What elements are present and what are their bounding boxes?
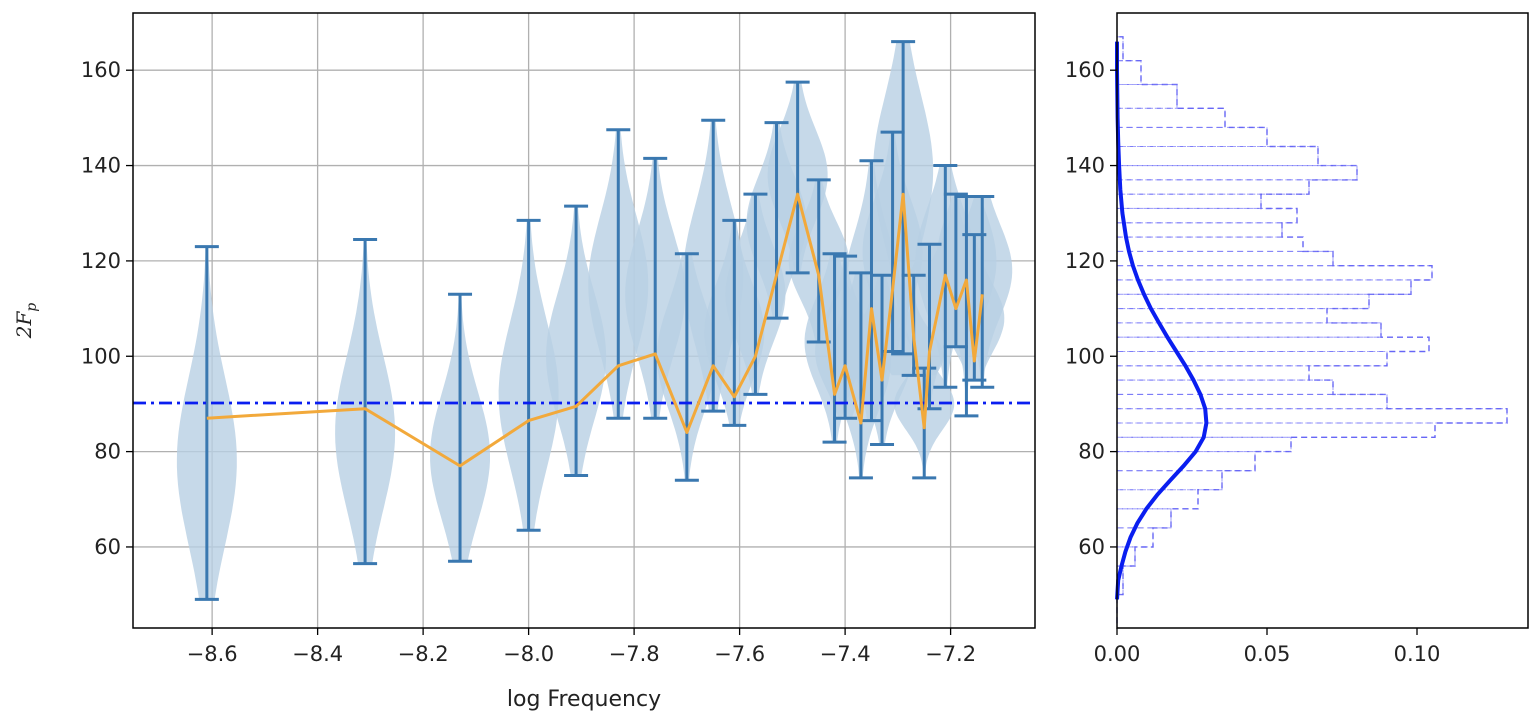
x-tick-label: −7.4 (820, 642, 871, 666)
x-tick-label: −8.0 (503, 642, 554, 666)
y-tick-label: 60 (94, 535, 121, 559)
histogram-panel: 0.00 0.05 0.10 60 80 100 120 140 160 (1065, 12, 1529, 666)
y-tick-label: 140 (1065, 154, 1105, 178)
x-tick-label: 0.10 (1394, 642, 1441, 666)
y-tick-label: 160 (1065, 58, 1105, 82)
x-tick-label: −8.2 (398, 642, 449, 666)
y-tick-label: 60 (1078, 535, 1105, 559)
histogram-bin (1116, 36, 1124, 62)
x-tick-label: −8.4 (292, 642, 343, 666)
left-axes-frame (132, 12, 1036, 629)
histogram-bin (1116, 436, 1292, 453)
y-tick-label: 100 (1065, 344, 1105, 368)
mean-line (206, 192, 984, 468)
histogram-bin (1116, 508, 1172, 529)
mean-polyline (206, 192, 984, 468)
histogram-bin (1116, 422, 1436, 438)
left-y-ticks: 60 80 100 120 140 160 (81, 58, 133, 559)
x-tick-label: −7.6 (714, 642, 765, 666)
x-axis-label: log Frequency (507, 687, 661, 712)
y-tick-label: 120 (81, 249, 121, 273)
x-tick-label: −8.6 (187, 642, 238, 666)
y-tick-label: 140 (81, 154, 121, 178)
x-tick-label: 0.05 (1244, 642, 1291, 666)
x-tick-label: −7.8 (609, 642, 660, 666)
y-tick-label: 120 (1065, 249, 1105, 273)
right-axes-frame (1116, 12, 1529, 629)
histogram-bin (1116, 193, 1262, 210)
y-tick-label: 100 (81, 344, 121, 368)
y-tick-label: 80 (1078, 440, 1105, 464)
left-x-ticks: −8.6 −8.4 −8.2 −8.0 −7.8 −7.6 −7.4 −7.2 (187, 628, 976, 666)
y-axis-label-subscript: p (24, 303, 40, 312)
x-tick-label: 0.00 (1094, 642, 1141, 666)
violin-plot-panel: −8.6 −8.4 −8.2 −8.0 −7.8 −7.6 −7.4 −7.2 60 80 100… (12, 12, 1036, 712)
y-axis-label-main: 2F (12, 311, 36, 340)
right-x-ticks: 0.00 0.05 0.10 (1094, 628, 1441, 666)
density-curve (1115, 41, 1209, 600)
histogram-bin (1116, 279, 1412, 295)
y-tick-label: 80 (94, 440, 121, 464)
y-tick-label: 160 (81, 58, 121, 82)
right-y-ticks: 60 80 100 120 140 160 (1065, 58, 1117, 559)
y-axis-label: 2Fp (12, 303, 40, 340)
x-tick-label: −7.2 (925, 642, 976, 666)
